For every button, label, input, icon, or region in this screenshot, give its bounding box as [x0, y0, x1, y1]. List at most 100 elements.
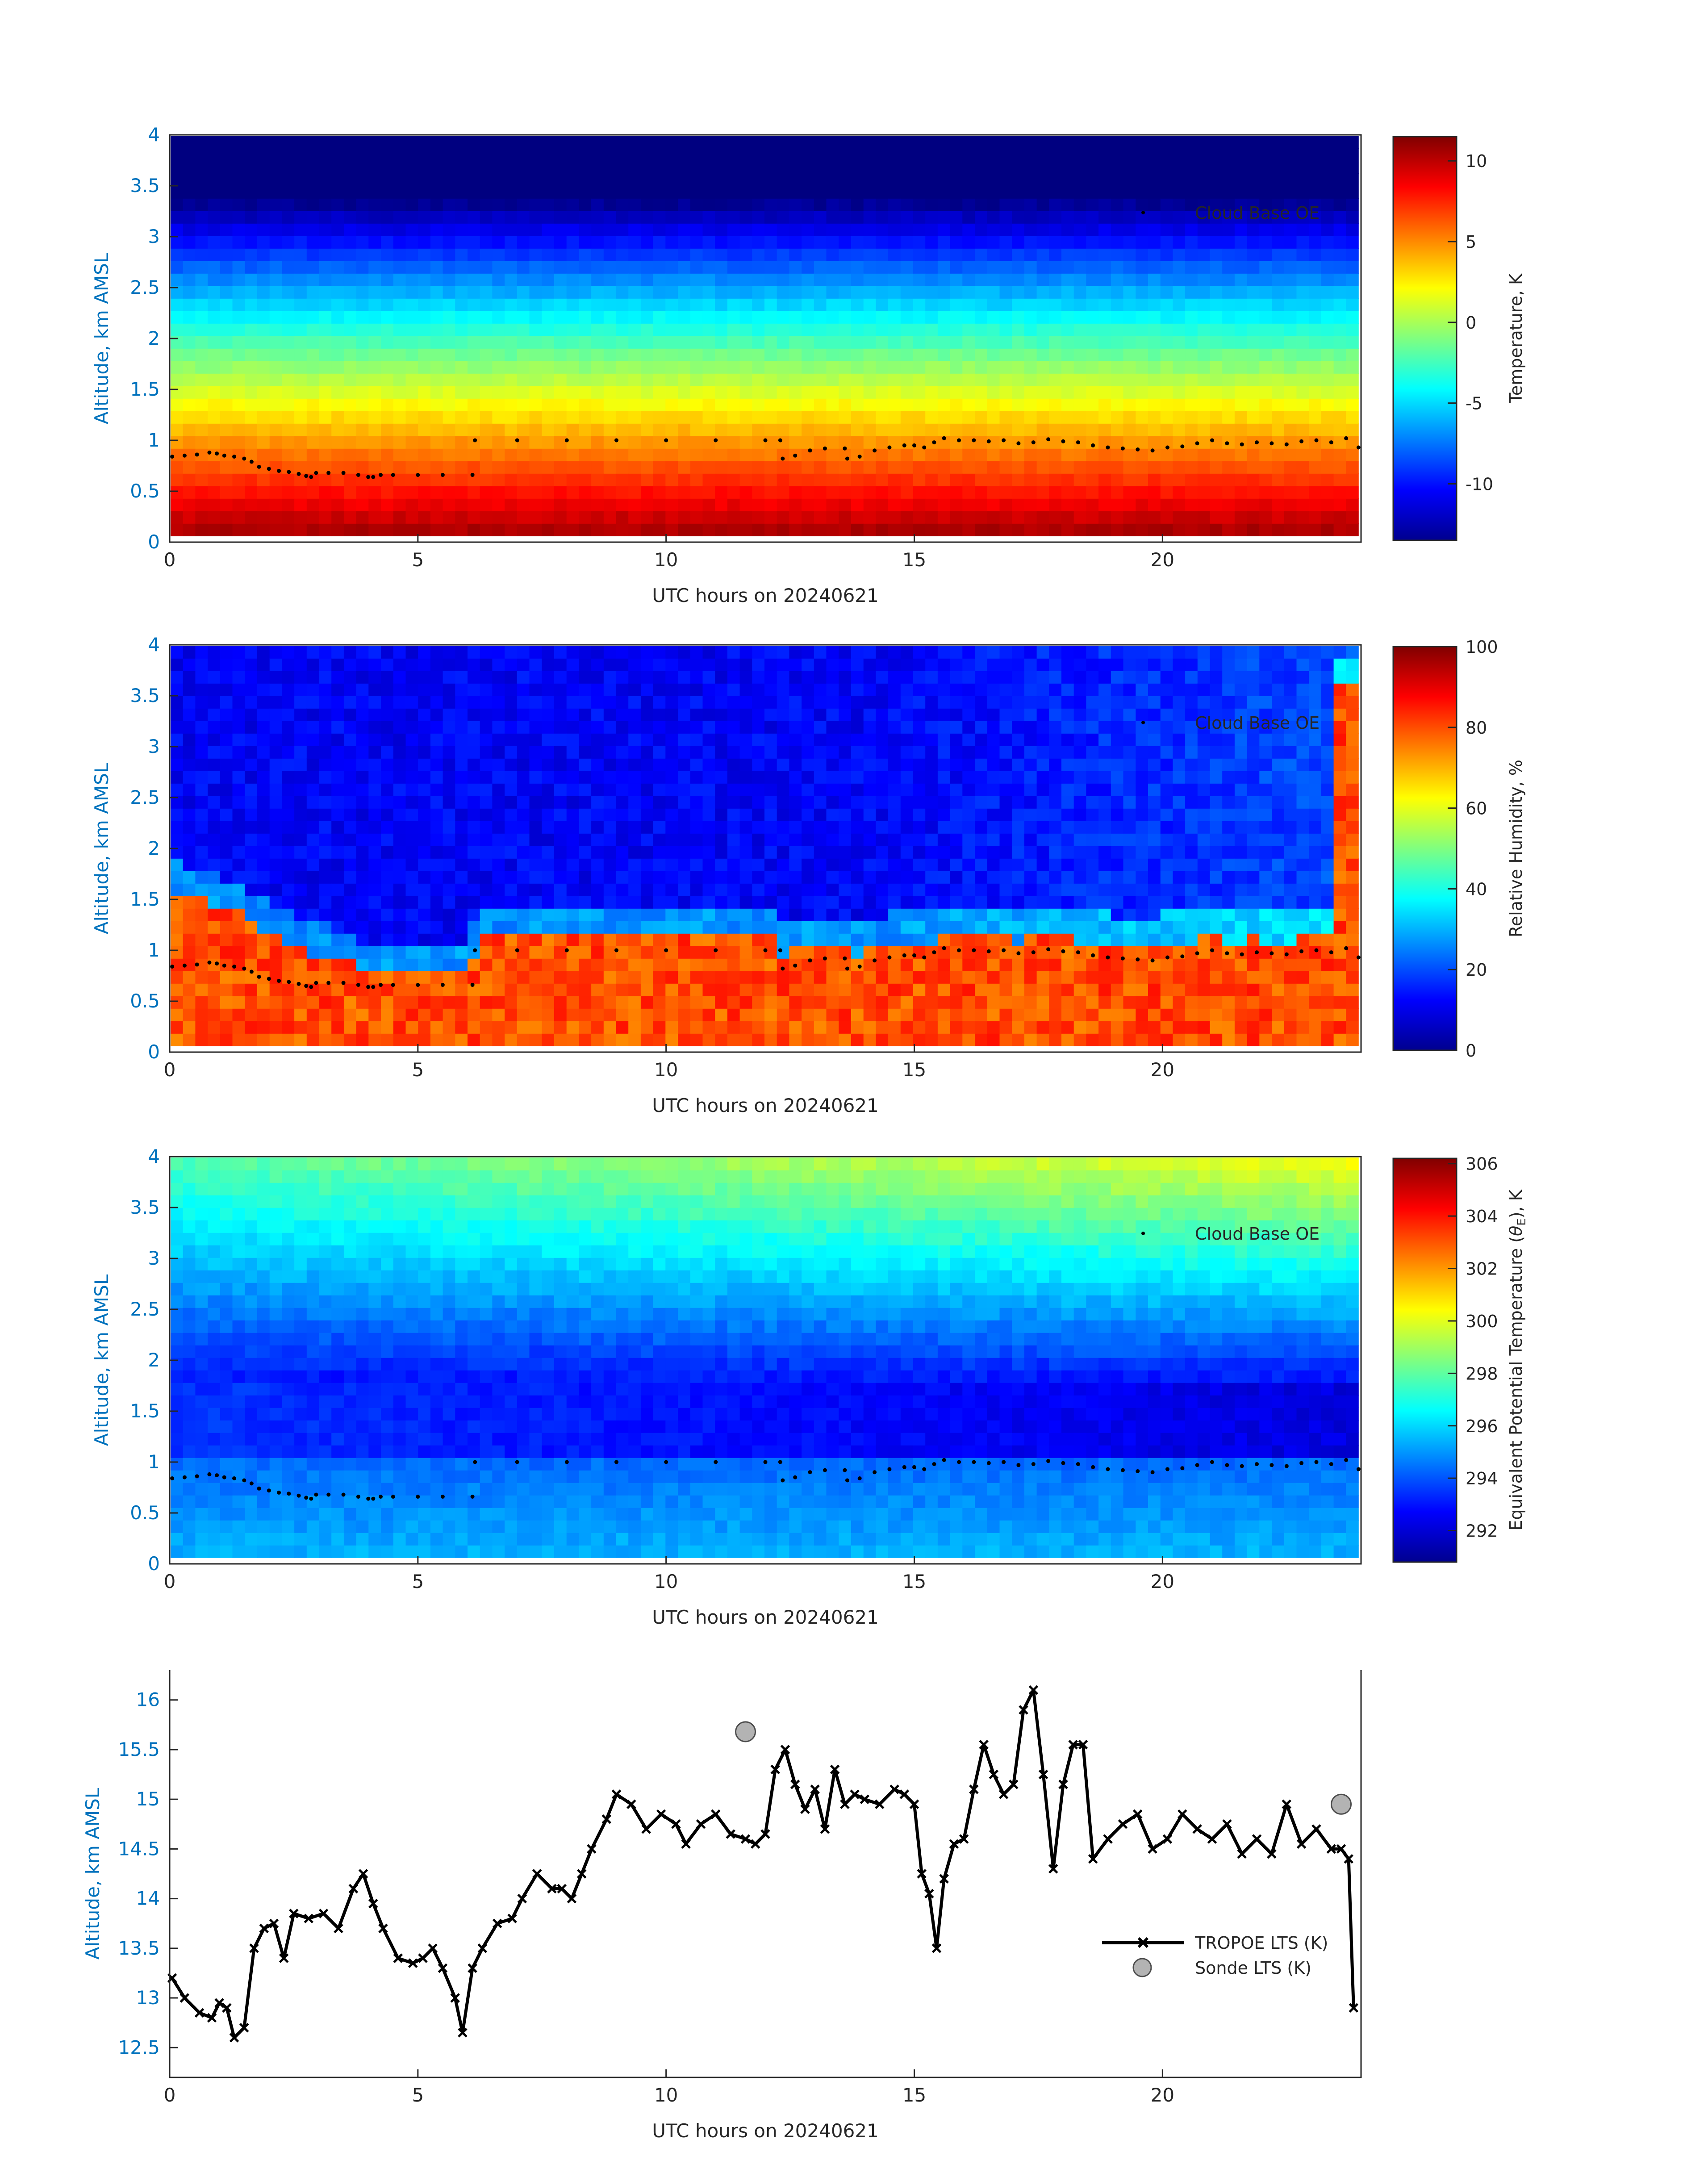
heatmap-cell [368, 1033, 381, 1046]
heatmap-cell [1284, 398, 1297, 411]
heatmap-cell [282, 1021, 295, 1034]
heatmap-cell [1210, 411, 1223, 424]
heatmap-cell [789, 148, 802, 161]
heatmap-cell [628, 398, 641, 411]
heatmap-cell [839, 248, 852, 261]
heatmap-cell [517, 523, 530, 536]
heatmap-cell [529, 646, 542, 659]
heatmap-cell [418, 186, 431, 199]
heatmap-cell [739, 336, 753, 349]
heatmap-cell [1123, 473, 1136, 486]
heatmap-cell [529, 523, 542, 536]
heatmap-cell [739, 696, 753, 709]
heatmap-cell [232, 808, 245, 821]
heatmap-cell [245, 523, 258, 536]
heatmap-cell [851, 846, 864, 859]
heatmap-cell [616, 236, 629, 249]
heatmap-cell [356, 136, 369, 149]
heatmap-cell [343, 921, 357, 934]
heatmap-cell [764, 336, 777, 349]
heatmap-cell [306, 808, 320, 821]
heatmap-cell [1111, 223, 1124, 236]
heatmap-cell [232, 398, 245, 411]
heatmap-cell [208, 671, 221, 684]
heatmap-cell [443, 411, 456, 424]
heatmap-cell [220, 298, 233, 311]
heatmap-cell [777, 921, 790, 934]
heatmap-cell [554, 298, 567, 311]
heatmap-cell [653, 311, 666, 324]
heatmap-cell [1148, 486, 1161, 499]
heatmap-cell [888, 136, 901, 149]
heatmap-cell [1222, 423, 1235, 436]
heatmap-cell [603, 136, 617, 149]
heatmap-cell [690, 198, 703, 211]
heatmap-cell [492, 136, 505, 149]
heatmap-cell [183, 411, 196, 424]
heatmap-cell [405, 696, 418, 709]
heatmap-cell [653, 361, 666, 374]
heatmap-cell [1012, 386, 1025, 399]
heatmap-cell [579, 486, 592, 499]
heatmap-cell [1259, 298, 1272, 311]
heatmap-cell [851, 223, 864, 236]
heatmap-cell [777, 498, 790, 511]
heatmap-cell [171, 758, 184, 771]
heatmap-cell [306, 198, 320, 211]
heatmap-cell [529, 821, 542, 834]
heatmap-cell [1321, 236, 1334, 249]
heatmap-cell [257, 486, 270, 499]
heatmap-cell [220, 436, 233, 449]
heatmap-cell [343, 373, 357, 386]
heatmap-cell [171, 833, 184, 846]
heatmap-cell [257, 236, 270, 249]
heatmap-cell [628, 646, 641, 659]
heatmap-cell [1234, 348, 1248, 361]
y-tick-label: 1.5 [130, 378, 160, 400]
heatmap-cell [603, 846, 617, 859]
heatmap-cell [814, 148, 827, 161]
heatmap-cell [1222, 323, 1235, 336]
heatmap-cell [678, 1021, 691, 1034]
heatmap-cell [579, 996, 592, 1009]
heatmap-cell [393, 921, 406, 934]
heatmap-cell [752, 248, 765, 261]
heatmap-cell [1024, 411, 1037, 424]
heatmap-cell [640, 248, 654, 261]
heatmap-cell [925, 336, 938, 349]
heatmap-cell [925, 473, 938, 486]
heatmap-cell [393, 523, 406, 536]
heatmap-cell [665, 136, 678, 149]
heatmap-cell [1222, 411, 1235, 424]
heatmap-cell [356, 261, 369, 274]
heatmap-cell [1222, 298, 1235, 311]
heatmap-cell [640, 298, 654, 311]
heatmap-cell [739, 1008, 753, 1021]
heatmap-cell [232, 996, 245, 1009]
heatmap-cell [764, 386, 777, 399]
heatmap-cell [727, 708, 740, 721]
heatmap-cell [356, 436, 369, 449]
heatmap-cell [331, 771, 344, 784]
heatmap-cell [443, 696, 456, 709]
heatmap-cell [505, 361, 518, 374]
heatmap-cell [1173, 498, 1186, 511]
heatmap-cell [1333, 261, 1347, 274]
heatmap-cell [826, 461, 839, 474]
colorbar-tick-label: -5 [1466, 394, 1482, 414]
heatmap-cell [975, 136, 988, 149]
heatmap-cell [764, 696, 777, 709]
heatmap-cell [863, 248, 877, 261]
heatmap-cell [1234, 136, 1248, 149]
heatmap-cell [739, 361, 753, 374]
cloud-base-marker [1314, 438, 1319, 443]
heatmap-cell [851, 486, 864, 499]
heatmap-cell [542, 896, 555, 909]
heatmap-cell [208, 523, 221, 536]
heatmap-cell [1148, 336, 1161, 349]
heatmap-cell [1148, 273, 1161, 286]
heatmap-cell [554, 173, 567, 186]
heatmap-cell [777, 223, 790, 236]
heatmap-cell [1321, 323, 1334, 336]
heatmap-cell [678, 733, 691, 746]
